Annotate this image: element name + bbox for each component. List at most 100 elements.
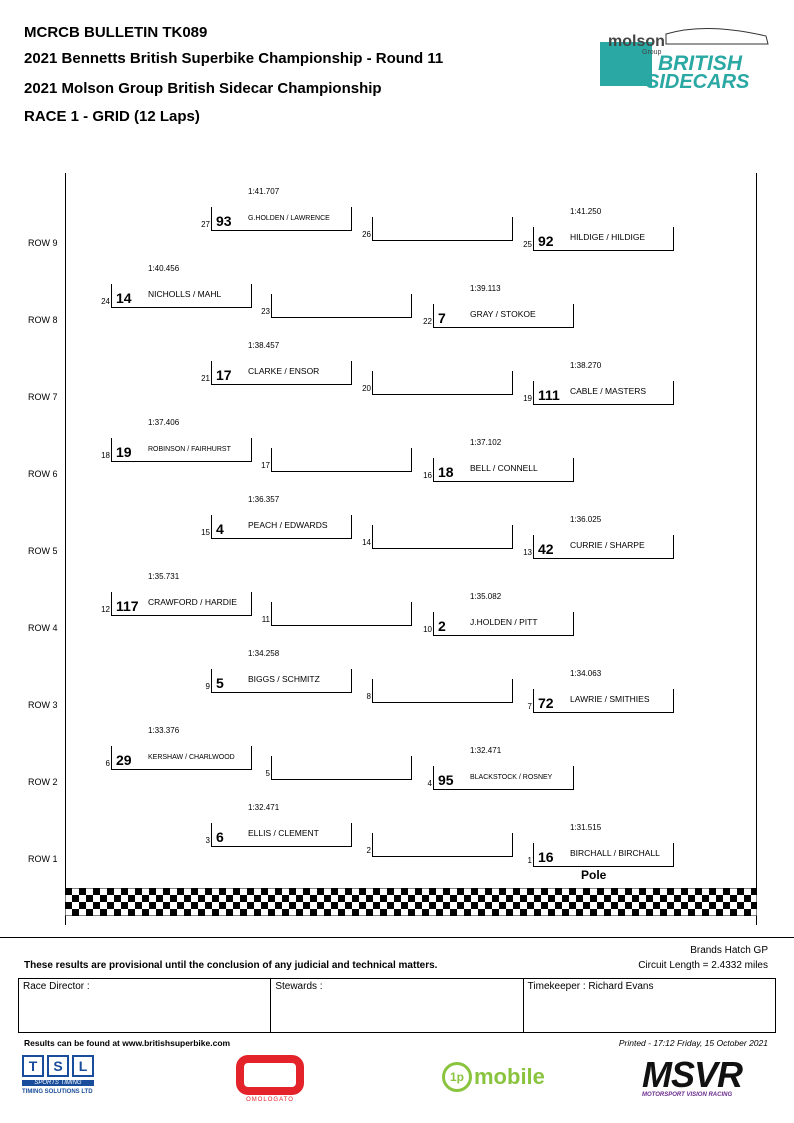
qualifying-time: 1:39.113	[470, 284, 501, 293]
omologato-logo: OMOLOGATO	[232, 1055, 308, 1103]
grid-position: 15	[201, 528, 210, 537]
stewards-field: Stewards :	[271, 979, 524, 1032]
circuit-name: Brands Hatch GP	[690, 945, 768, 956]
qualifying-time: 1:41.707	[248, 187, 280, 196]
crew-names: BIRCHALL / BIRCHALL	[570, 848, 660, 858]
race-number: 117	[116, 598, 139, 614]
grid-slot-11: 11	[262, 602, 412, 626]
tsl-letter-s: S	[47, 1055, 69, 1077]
grid-position: 12	[101, 605, 110, 614]
race-number: 17	[216, 367, 232, 383]
footer-divider	[0, 937, 794, 938]
logo-molson: molson	[608, 33, 665, 50]
race-number: 95	[438, 772, 454, 788]
qualifying-time: 1:36.025	[570, 515, 602, 524]
grid-position: 19	[523, 394, 532, 403]
row-label-6: ROW 6	[28, 469, 58, 479]
grid-slot-4: 1:32.471 4 95 BLACKSTOCK / ROSNEY	[428, 746, 574, 790]
crew-names: G.HOLDEN / LAWRENCE	[248, 215, 330, 222]
row-label-7: ROW 7	[28, 392, 58, 402]
grid-position: 16	[423, 471, 432, 480]
crew-names: CLARKE / ENSOR	[248, 366, 320, 376]
logo-group: Group	[642, 49, 662, 56]
grid-slot-24: 1:40.456 24 14 NICHOLLS / MAHL	[101, 264, 252, 308]
race-number: 42	[538, 541, 554, 557]
grid-slot-27: 1:41.707 27 93 G.HOLDEN / LAWRENCE	[201, 187, 352, 231]
grid-position: 1	[527, 856, 532, 865]
grid-slot-13: 1:36.025 13 42 CURRIE / SHARPE	[523, 515, 674, 559]
logo-british: BRITISH	[658, 52, 743, 75]
race-number: 2	[438, 618, 446, 634]
crew-names: ELLIS / CLEMENT	[248, 828, 319, 838]
grid-position: 26	[362, 230, 371, 239]
pole-label: Pole	[581, 868, 607, 882]
grid-position: 11	[261, 615, 270, 624]
grid-left-edge	[65, 173, 66, 925]
qualifying-time: 1:32.471	[470, 746, 502, 755]
msvr-subtitle: MOTORSPORT VISION RACING	[642, 1092, 733, 1098]
grid-position: 6	[105, 759, 110, 768]
qualifying-time: 1:34.063	[570, 669, 602, 678]
qualifying-time: 1:41.250	[570, 207, 602, 216]
grid-position: 13	[523, 548, 532, 557]
crew-names: GRAY / STOKOE	[470, 309, 536, 319]
grid-slot-26: 26	[362, 217, 513, 241]
crew-names: LAWRIE / SMITHIES	[570, 694, 650, 704]
qualifying-time: 1:40.456	[148, 264, 180, 273]
qualifying-time: 1:35.082	[470, 592, 502, 601]
results-url: Results can be found at www.britishsuper…	[24, 1038, 231, 1048]
championship-title: 2021 Bennetts British Superbike Champion…	[24, 50, 444, 67]
grid-position: 9	[205, 682, 210, 691]
qualifying-time: 1:37.102	[470, 438, 502, 447]
grid-slot-6: 1:33.376 6 29 KERSHAW / CHARLWOOD	[106, 726, 252, 770]
row-label-3: ROW 3	[28, 700, 58, 710]
qualifying-time: 1:33.376	[148, 726, 180, 735]
grid-position: 4	[427, 779, 432, 788]
grid-position: 18	[101, 451, 110, 460]
grid-position: 2	[366, 846, 371, 855]
qualifying-time: 1:31.515	[570, 823, 602, 832]
grid-position: 23	[261, 307, 270, 316]
circuit-length: Circuit Length = 2.4332 miles	[638, 960, 768, 971]
race-number: 5	[216, 675, 224, 691]
qualifying-time: 1:38.270	[570, 361, 602, 370]
qualifying-time: 1:35.731	[148, 572, 180, 581]
race-director-field: Race Director :	[19, 979, 272, 1032]
grid-slot-23: 23	[261, 294, 412, 318]
one-p-badge: 1p	[442, 1062, 472, 1092]
row-label-2: ROW 2	[28, 777, 58, 787]
crew-names: BELL / CONNELL	[470, 463, 538, 473]
crew-names: BIGGS / SCHMITZ	[248, 674, 320, 684]
grid-position: 24	[101, 297, 110, 306]
sidecar-championship-title: 2021 Molson Group British Sidecar Champi…	[24, 80, 382, 97]
grid-slot-3: 1:32.471 3 6 ELLIS / CLEMENT	[206, 803, 352, 847]
grid-slot-15: 1:36.357 15 4 PEACH / EDWARDS	[201, 495, 352, 539]
grid-position: 8	[366, 692, 371, 701]
grid-slot-21: 1:38.457 21 17 CLARKE / ENSOR	[201, 341, 352, 385]
grid-position: 5	[265, 769, 270, 778]
qualifying-time: 1:36.357	[248, 495, 280, 504]
race-number: 16	[538, 849, 554, 865]
grid-slot-22: 1:39.113 22 7 GRAY / STOKOE	[423, 284, 574, 328]
race-number: 6	[216, 829, 224, 845]
tsl-logo: T S L SPORTS TIMING TIMING SOLUTIONS LTD	[22, 1055, 98, 1095]
race-number: 72	[538, 695, 554, 711]
grid-slot-2: 2	[367, 833, 513, 857]
provisional-disclaimer: These results are provisional until the …	[24, 960, 438, 971]
grid-slot-10: 1:35.082 10 2 J.HOLDEN / PITT	[423, 592, 574, 636]
row-label-8: ROW 8	[28, 315, 58, 325]
race-number: 29	[116, 752, 132, 768]
row-label-1: ROW 1	[28, 854, 58, 864]
grid-slot-7: 1:34.063 7 72 LAWRIE / SMITHIES	[528, 669, 674, 713]
logo-chevron-block	[600, 42, 652, 86]
grid-position: 3	[205, 836, 210, 845]
qualifying-time: 1:38.457	[248, 341, 280, 350]
crew-names: HILDIGE / HILDIGE	[570, 232, 646, 242]
crew-names: CURRIE / SHARPE	[570, 540, 645, 550]
row-label-4: ROW 4	[28, 623, 58, 633]
crew-names: ROBINSON / FAIRHURST	[148, 446, 231, 453]
qualifying-time: 1:34.258	[248, 649, 280, 658]
grid-slot-14: 14	[362, 525, 513, 549]
printed-timestamp: Printed - 17:12 Friday, 15 October 2021	[618, 1038, 768, 1048]
chequered-start-line	[65, 888, 757, 916]
